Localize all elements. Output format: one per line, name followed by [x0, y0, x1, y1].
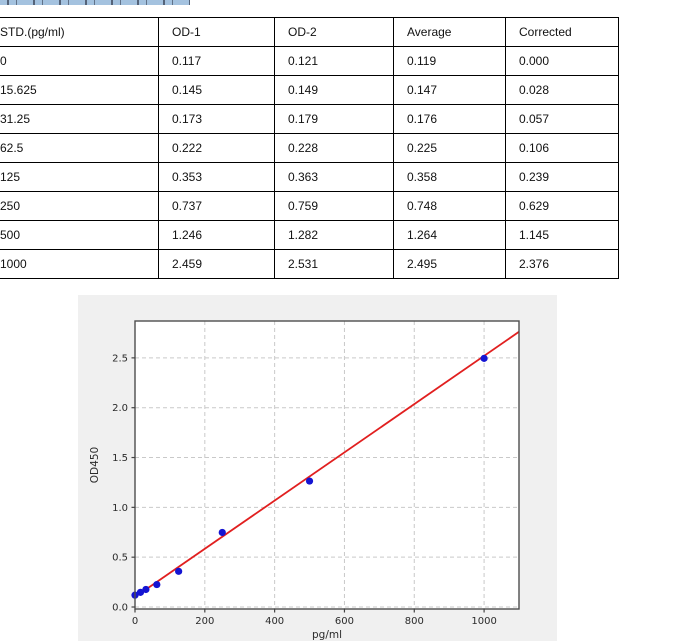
y-axis-label: OD450: [89, 447, 101, 483]
table-cell: 2.495: [393, 249, 506, 279]
table-header-row: STD.(pg/ml) OD-1 OD-2 Average Corrected: [0, 17, 619, 47]
table-cell: 0.222: [158, 133, 275, 163]
data-point: [175, 567, 183, 575]
x-tick-label: 200: [195, 616, 214, 627]
table-cell: 1000: [0, 249, 159, 279]
x-axis-label: pg/ml: [312, 629, 342, 641]
table-row: 62.5 0.222 0.228 0.225 0.106: [0, 133, 619, 163]
x-tick-label: 800: [405, 616, 424, 627]
y-tick-label: 0.0: [112, 603, 128, 614]
table-cell: 15.625: [0, 75, 159, 105]
table-row: 1000 2.459 2.531 2.495 2.376: [0, 249, 619, 279]
table-header-cell: OD-2: [274, 17, 394, 47]
y-tick-label: 0.5: [112, 553, 128, 564]
x-tick-label: 0: [132, 616, 138, 627]
x-tick-label: 600: [335, 616, 354, 627]
table-cell: 0.363: [274, 162, 394, 192]
table-cell: 0.149: [274, 75, 394, 105]
table-cell: 0.119: [393, 46, 506, 76]
table-cell: 250: [0, 191, 159, 221]
standards-table-wrap: STD.(pg/ml) OD-1 OD-2 Average Corrected 0 0.1…: [0, 17, 619, 279]
fit-line: [134, 331, 520, 598]
table-cell: 0.176: [393, 104, 506, 134]
plot-border: [134, 320, 520, 610]
data-point: [153, 580, 161, 589]
y-tick-label: 2.5: [112, 353, 128, 364]
y-tick-label: 1.5: [112, 453, 128, 464]
table-row: 15.625 0.145 0.149 0.147 0.028: [0, 75, 619, 105]
table-cell: 2.459: [158, 249, 275, 279]
table-cell: 0.629: [505, 191, 619, 221]
standards-table-body: 0 0.117 0.121 0.119 0.000 15.625 0.145 0.149 0.1…: [0, 46, 619, 279]
table-cell: 0.228: [274, 133, 394, 163]
x-tick-label: 1000: [471, 616, 496, 627]
table-cell: 0.358: [393, 162, 506, 192]
table-cell: 0: [0, 46, 159, 76]
table-row: 31.25 0.173 0.179 0.176 0.057: [0, 104, 619, 134]
table-cell: 0.748: [393, 191, 506, 221]
y-tick-label: 2.0: [112, 403, 128, 414]
table-cell: 2.376: [505, 249, 619, 279]
standards-table: STD.(pg/ml) OD-1 OD-2 Average Corrected 0 0.1…: [0, 17, 619, 279]
clipped-highlighted-text: [0, 0, 190, 5]
table-row: 0 0.117 0.121 0.119 0.000: [0, 46, 619, 76]
table-cell: 1.246: [158, 220, 275, 250]
table-cell: 1.145: [505, 220, 619, 250]
table-cell: 0.737: [158, 191, 275, 221]
table-cell: 0.000: [505, 46, 619, 76]
data-point: [136, 588, 145, 596]
table-cell: 0.057: [505, 104, 619, 134]
table-cell: 125: [0, 162, 159, 192]
table-cell: 0.173: [158, 104, 275, 134]
table-cell: 0.179: [274, 104, 394, 134]
table-cell: 31.25: [0, 104, 159, 134]
data-point: [305, 477, 314, 485]
table-cell: 0.121: [274, 46, 394, 76]
standard-curve-figure: 0 200 400 600 800 1000 0.0 0.5 1.0 1.5 2.0 2.5 pg/ml…: [78, 295, 557, 641]
table-cell: 0.147: [393, 75, 506, 105]
table-cell: 1.282: [274, 220, 394, 250]
table-header-cell: Average: [393, 17, 506, 47]
table-cell: 1.264: [393, 220, 506, 250]
standard-curve-chart: 0 200 400 600 800 1000 0.0 0.5 1.0 1.5 2.0 2.5 pg/ml…: [89, 320, 520, 641]
data-point: [142, 585, 150, 594]
table-header-cell: Corrected: [505, 17, 619, 47]
data-point: [218, 528, 226, 537]
y-tick-label: 1.0: [112, 503, 128, 514]
table-cell: 0.106: [505, 133, 619, 163]
table-cell: 0.225: [393, 133, 506, 163]
table-row: 125 0.353 0.363 0.358 0.239: [0, 162, 619, 192]
table-cell: 0.759: [274, 191, 394, 221]
table-header-cell: OD-1: [158, 17, 275, 47]
table-header-cell: STD.(pg/ml): [0, 17, 159, 47]
table-cell: 2.531: [274, 249, 394, 279]
table-cell: 0.117: [158, 46, 275, 76]
x-tick-label: 400: [265, 616, 284, 627]
table-cell: 0.028: [505, 75, 619, 105]
table-cell: 0.353: [158, 162, 275, 192]
table-cell: 0.239: [505, 162, 619, 192]
table-cell: 500: [0, 220, 159, 250]
table-cell: 62.5: [0, 133, 159, 163]
data-point: [480, 354, 488, 362]
table-row: 500 1.246 1.282 1.264 1.145: [0, 220, 619, 250]
table-row: 250 0.737 0.759 0.748 0.629: [0, 191, 619, 221]
table-cell: 0.145: [158, 75, 275, 105]
